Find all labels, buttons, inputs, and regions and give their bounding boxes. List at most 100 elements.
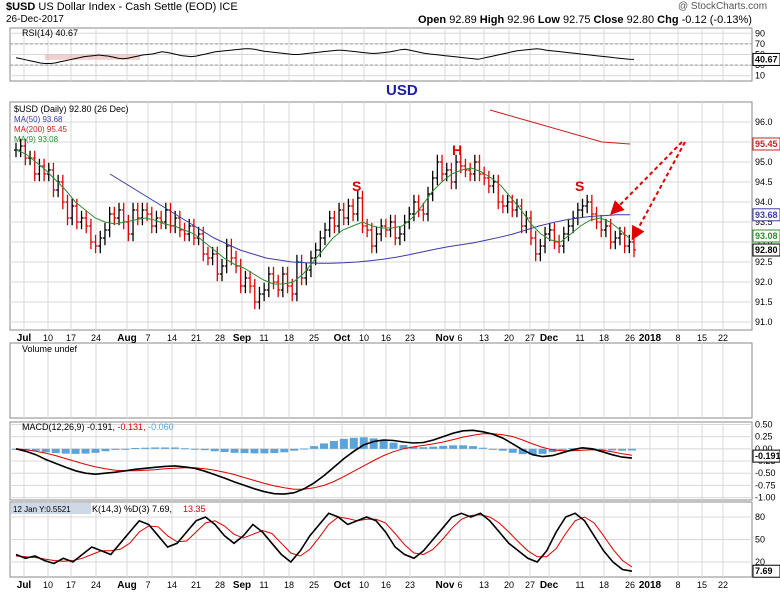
x-tick-label: 18 bbox=[599, 333, 609, 343]
macd-hist-bar bbox=[161, 447, 170, 449]
x-tick-label: 16 bbox=[381, 333, 391, 343]
x-tick-label: 7 bbox=[145, 333, 150, 343]
close-value: 92.80 bbox=[626, 14, 655, 26]
x-tick-label: Sep bbox=[233, 333, 251, 344]
macd-hist-bar bbox=[628, 448, 636, 451]
y-tick-label: 96.0 bbox=[755, 117, 773, 127]
macd-hist-span: -0.060 bbox=[148, 422, 174, 432]
macd-hist-bar bbox=[131, 448, 140, 450]
low-value: 92.75 bbox=[562, 14, 591, 26]
y-tick-label: 92.5 bbox=[755, 257, 773, 267]
x-tick-label: 11 bbox=[259, 580, 268, 590]
macd-hist-bar bbox=[320, 443, 328, 449]
watermark: @ StockCharts.com bbox=[678, 1, 768, 12]
macd-hist-bar bbox=[310, 446, 319, 449]
macd-hist-bar bbox=[488, 448, 497, 450]
macd-hist-bar bbox=[518, 448, 527, 455]
macd-hist-bar bbox=[379, 440, 388, 449]
y-tick-label: 0.25 bbox=[755, 432, 773, 442]
x-tick-label: 24 bbox=[91, 580, 101, 590]
x-tick-label: 10 bbox=[359, 580, 369, 590]
rsi-badge-box bbox=[752, 52, 780, 66]
macd-hist-bar bbox=[508, 448, 517, 453]
close-label: Close bbox=[593, 14, 624, 26]
y-tick-label: -0.75 bbox=[755, 480, 776, 490]
macd-hist-bar bbox=[240, 448, 249, 454]
macd-signal-line bbox=[15, 433, 633, 490]
y-tick-label: 20 bbox=[755, 557, 765, 567]
ma9-badge-box bbox=[752, 229, 780, 243]
y-tick-label: 95.0 bbox=[755, 157, 773, 167]
x-tick-label: 11 bbox=[575, 580, 584, 590]
macd-hist-bar bbox=[598, 448, 607, 450]
high-label: High bbox=[479, 14, 505, 26]
x-tick-label: 21 bbox=[191, 580, 201, 590]
usd-title: USD bbox=[386, 82, 418, 99]
macd-hist-bar bbox=[369, 438, 378, 449]
x-tick-label: Dec bbox=[540, 333, 559, 344]
macd-hist-bar bbox=[200, 448, 209, 451]
open-label: Open bbox=[418, 14, 447, 26]
macd-hist-bar bbox=[151, 447, 160, 449]
macd-hist-bar bbox=[478, 447, 487, 449]
x-tick-label: 18 bbox=[599, 580, 609, 590]
x-tick-label: 10 bbox=[43, 333, 53, 343]
symbol: $USD bbox=[6, 1, 36, 13]
macd-hist-bar bbox=[498, 448, 507, 451]
x-tick-label: 26 bbox=[625, 580, 635, 590]
ma9-label: MA(9) 93.08 bbox=[14, 135, 59, 144]
panel-vol bbox=[9, 342, 753, 419]
y-tick-label: -0.50 bbox=[755, 468, 776, 478]
macd-hist-bar bbox=[71, 448, 80, 454]
macd-hist-bar bbox=[459, 445, 468, 449]
macd-signal-span: -0.131, bbox=[118, 422, 149, 432]
macd-hist-bar bbox=[51, 448, 60, 454]
macd-hist-bar bbox=[91, 448, 100, 453]
macd-hist-bar bbox=[250, 448, 259, 454]
macd-hist-bar bbox=[111, 448, 120, 450]
macd-hist-bar bbox=[290, 448, 299, 451]
y-tick-label: 0.50 bbox=[755, 419, 773, 429]
y-tick-label: 90 bbox=[755, 28, 765, 38]
x-tick-label: 2018 bbox=[639, 580, 662, 591]
ma200-label: MA(200) 95.45 bbox=[14, 125, 67, 134]
x-tick-label: Nov bbox=[436, 333, 455, 344]
left-shoulder-label: S bbox=[352, 178, 361, 194]
stoch-d-value: 13.35 bbox=[183, 504, 206, 514]
x-tick-label: 28 bbox=[215, 580, 225, 590]
ma200-badge: 95.45 bbox=[755, 139, 778, 149]
stoch-badge: 7.69 bbox=[755, 566, 773, 576]
open-value: 92.89 bbox=[449, 14, 477, 26]
macd-hist-bar bbox=[538, 448, 547, 454]
macd-hist-bar bbox=[548, 448, 557, 453]
x-tick-label: 7 bbox=[145, 580, 150, 590]
y-tick-label: 80 bbox=[755, 512, 765, 522]
macd-hist-bar bbox=[389, 442, 398, 449]
macd-hist-bar bbox=[230, 448, 239, 453]
macd-hist-bar bbox=[339, 438, 348, 449]
y-tick-label: -1.00 bbox=[755, 493, 776, 503]
close-badge: 92.80 bbox=[755, 245, 778, 255]
chg-label: Chg bbox=[657, 14, 679, 26]
macd-hist-bar bbox=[280, 448, 289, 453]
y-tick-label: 91.5 bbox=[755, 297, 773, 307]
rsi-line bbox=[15, 48, 635, 64]
chg-value: -0.12 (-0.13%) bbox=[681, 14, 752, 26]
macd-hist-bar bbox=[469, 446, 478, 449]
x-tick-label: 26 bbox=[625, 333, 635, 343]
ma200-line bbox=[489, 109, 631, 145]
macd-hist-bar bbox=[359, 437, 368, 449]
x-tick-label: 25 bbox=[309, 333, 319, 343]
x-tick-label: 15 bbox=[697, 333, 707, 343]
x-tick-label: Sep bbox=[233, 580, 251, 591]
header-title: $USD US Dollar Index - Cash Settle (EOD)… bbox=[6, 1, 238, 13]
x-tick-label: 22 bbox=[718, 580, 728, 590]
x-tick-label: 18 bbox=[284, 333, 294, 343]
x-tick-label: 2018 bbox=[639, 333, 662, 344]
x-tick-label: 17 bbox=[66, 580, 76, 590]
macd-hist-bar bbox=[180, 448, 189, 450]
ma9-badge: 93.08 bbox=[755, 231, 778, 241]
x-tick-label: 23 bbox=[405, 333, 415, 343]
x-tick-label: 22 bbox=[718, 333, 728, 343]
